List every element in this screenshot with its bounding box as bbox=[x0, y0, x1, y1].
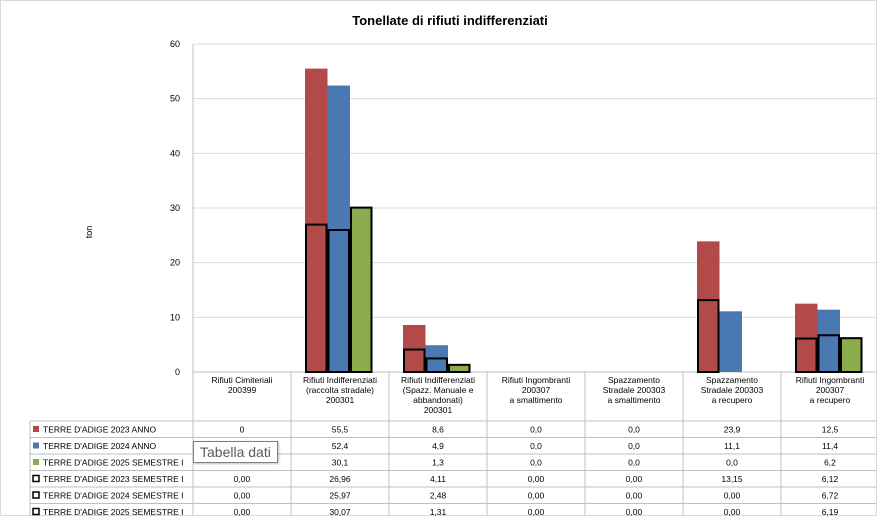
data-table-cell: 0,00 bbox=[626, 507, 643, 516]
legend-key bbox=[33, 442, 39, 449]
bar-1 bbox=[697, 241, 720, 372]
data-table-cell: 2,48 bbox=[430, 491, 447, 501]
data-table-cell: 0,00 bbox=[234, 474, 251, 484]
outline-bar-2 bbox=[817, 334, 840, 374]
data-table-cell: 23,9 bbox=[724, 425, 741, 435]
outline-bar-2 bbox=[327, 229, 350, 373]
bar-1 bbox=[305, 68, 328, 372]
y-axis-label: ton bbox=[84, 226, 94, 239]
y-tick-label: 60 bbox=[170, 39, 180, 49]
bar-3 bbox=[350, 207, 373, 372]
legend-series-name: TERRE D'ADIGE 2024 ANNO bbox=[43, 441, 156, 451]
data-table-cell: 0,0 bbox=[628, 458, 640, 468]
data-table-cell: 1,31 bbox=[430, 507, 447, 516]
data-table-cell: 4,9 bbox=[432, 441, 444, 451]
data-table-cell: 26,96 bbox=[329, 474, 351, 484]
data-table-cell: 0,00 bbox=[724, 507, 741, 516]
data-table-cell: 1,3 bbox=[432, 458, 444, 468]
data-table-cell: 30,07 bbox=[329, 507, 351, 516]
legend-key bbox=[32, 474, 40, 483]
data-table-cell: 25,97 bbox=[329, 491, 351, 501]
category-label: Rifiuti Ingombranti 200307 a smaltimento bbox=[502, 375, 571, 405]
data-table-cell: 11,4 bbox=[822, 441, 838, 451]
legend-series-name: TERRE D'ADIGE 2025 SEMESTRE I bbox=[43, 507, 184, 516]
data-table-cell: 0,0 bbox=[726, 458, 738, 468]
bar-1 bbox=[403, 324, 426, 372]
legend-key bbox=[32, 491, 40, 499]
y-tick-label: 10 bbox=[170, 312, 180, 322]
outline-bar-3 bbox=[350, 206, 373, 373]
data-table-cell: 8,6 bbox=[432, 425, 444, 435]
legend-series-name: TERRE D'ADIGE 2024 SEMESTRE I bbox=[43, 491, 184, 501]
bar-2 bbox=[719, 311, 742, 372]
data-table-cell: 12,5 bbox=[822, 425, 839, 435]
y-tick-label: 30 bbox=[170, 203, 180, 213]
bar-2 bbox=[327, 85, 350, 373]
legend-key bbox=[33, 426, 39, 432]
y-tick-label: 40 bbox=[170, 148, 180, 158]
data-table-cell: 11,1 bbox=[724, 441, 740, 451]
bar-3 bbox=[840, 338, 863, 372]
outline-bar-3 bbox=[840, 337, 863, 374]
category-label: Spazzamento Stradale 200303 a recupero bbox=[701, 375, 764, 405]
outline-bar-1 bbox=[305, 223, 328, 373]
outline-bar-3 bbox=[448, 363, 471, 373]
data-table-cell: 6,2 bbox=[824, 458, 836, 468]
legend-series-name: TERRE D'ADIGE 2025 SEMESTRE I bbox=[43, 458, 184, 468]
data-table-cell: 6,12 bbox=[822, 474, 839, 484]
data-table-cell: 0 bbox=[240, 425, 245, 435]
legend-key bbox=[32, 507, 40, 516]
data-table-cell: 55,5 bbox=[332, 425, 349, 435]
data-table-cell: 0,0 bbox=[530, 425, 542, 435]
category-label: Spazzamento Stradale 200303 a smaltimento bbox=[603, 375, 666, 405]
data-table-tooltip: Tabella dati bbox=[193, 441, 278, 463]
outline-bar-1 bbox=[795, 337, 818, 374]
legend-series-name: TERRE D'ADIGE 2023 ANNO bbox=[43, 425, 156, 435]
data-table-cell: 0,00 bbox=[234, 507, 251, 516]
y-tick-label: 20 bbox=[170, 258, 180, 268]
data-table-cell: 30,1 bbox=[332, 458, 349, 468]
data-table-cell: 0,00 bbox=[528, 491, 545, 501]
legend-series-name: TERRE D'ADIGE 2023 SEMESTRE I bbox=[43, 474, 184, 484]
data-table-cell: 13,15 bbox=[721, 474, 743, 484]
outline-bar-1 bbox=[403, 348, 426, 374]
y-tick-label: 50 bbox=[170, 94, 180, 104]
category-label: Rifiuti Indifferenziati (Spazz. Manuale e… bbox=[401, 375, 475, 415]
outline-bar-2 bbox=[425, 357, 448, 373]
data-table-cell: 52,4 bbox=[332, 441, 349, 451]
bar-3 bbox=[448, 364, 471, 372]
data-table-cell: 0,0 bbox=[530, 458, 542, 468]
category-label: Rifiuti Cimiteriali 200399 bbox=[212, 375, 273, 395]
data-table-cell: 6,19 bbox=[822, 507, 839, 516]
data-table-cell: 0,00 bbox=[626, 491, 643, 501]
data-table-cell: 0,00 bbox=[234, 491, 251, 501]
data-table-cell: 0,00 bbox=[528, 507, 545, 516]
category-label: Rifiuti Ingombranti 200307 a recupero bbox=[796, 375, 865, 405]
data-table-cell: 6,72 bbox=[822, 491, 839, 501]
outline-bar-1 bbox=[697, 299, 720, 374]
bar-2 bbox=[817, 309, 840, 372]
y-tick-label: 0 bbox=[175, 367, 180, 377]
chart-title: Tonellate di rifiuti indifferenziati bbox=[352, 13, 548, 28]
data-table-cell: 0,0 bbox=[628, 425, 640, 435]
data-table-cell: 4,11 bbox=[430, 474, 446, 484]
data-table-cell: 0,00 bbox=[528, 474, 545, 484]
data-table-cell: 0,0 bbox=[530, 441, 542, 451]
category-label: Rifiuti Indifferenziati (raccolta stradal… bbox=[303, 375, 377, 405]
legend-key bbox=[33, 459, 39, 465]
data-table-cell: 0,00 bbox=[724, 491, 741, 501]
data-table-cell: 0,0 bbox=[628, 441, 640, 451]
data-table-cell: 0,00 bbox=[626, 474, 643, 484]
